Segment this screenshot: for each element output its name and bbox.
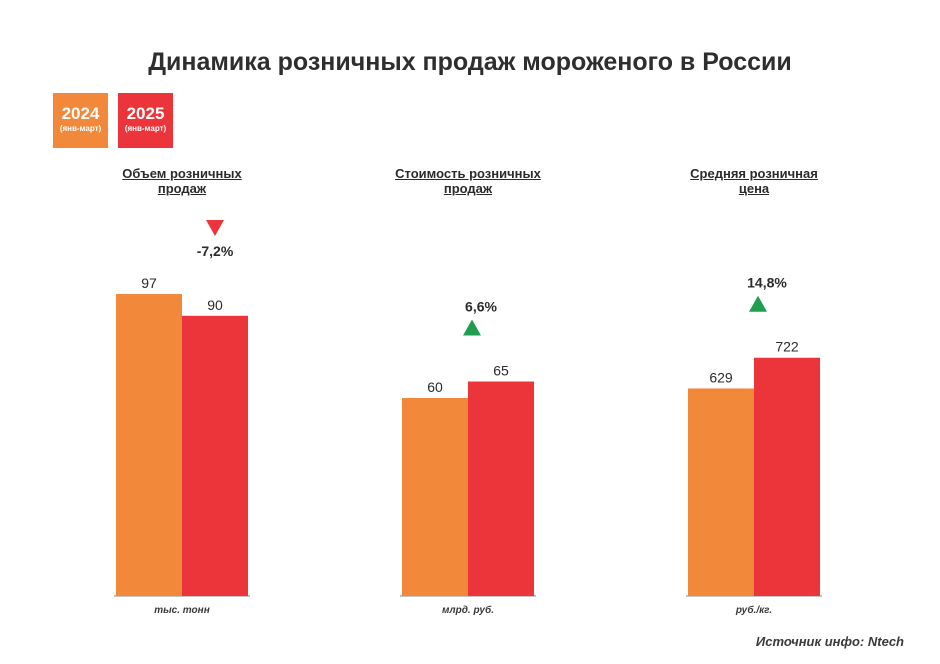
panel-title-value-line1: Стоимость розничных	[395, 166, 541, 181]
bar-label-volume-2025: 90	[207, 297, 223, 313]
bar-label-value-2025: 65	[493, 363, 509, 379]
change-label-price: 14,8%	[747, 275, 787, 291]
change-arrow-value-up-icon	[463, 319, 481, 336]
panel-title-price-line1: Средняя розничная	[690, 166, 818, 181]
panel-title-volume-line1: Объем розничных	[122, 166, 242, 181]
unit-volume: тыс. тонн	[154, 605, 210, 616]
legend-2025: 2025 (янв-март)	[118, 93, 173, 148]
change-label-volume: -7,2%	[197, 243, 234, 259]
legend-2024-year: 2024	[61, 104, 100, 123]
change-label-value: 6,6%	[465, 299, 497, 315]
panel-title-value: Стоимость розничных продаж	[368, 166, 568, 196]
legend-2024: 2024 (янв-март)	[53, 93, 108, 148]
source-note: Источник инфо: Ntech	[755, 634, 904, 649]
panel-title-value-line2: продаж	[443, 181, 493, 196]
bar-volume-2024	[116, 294, 182, 596]
panel-title-price-line2: цена	[738, 181, 770, 196]
chart-title: Динамика розничных продаж мороженого в Р…	[148, 48, 792, 76]
unit-value: млрд. руб.	[442, 605, 494, 616]
bar-price-2025	[754, 357, 820, 596]
change-arrow-volume-down-icon	[206, 220, 224, 236]
change-arrow-price-up-icon	[749, 295, 767, 312]
bar-label-price-2024: 629	[709, 369, 733, 385]
bar-value-2025	[468, 381, 534, 596]
bar-price-2024	[688, 388, 754, 596]
legend-2024-period: (янв-март)	[59, 124, 102, 133]
bar-volume-2025	[182, 315, 248, 596]
panel-title-price: Средняя розничная цена	[654, 166, 854, 196]
bar-label-value-2024: 60	[427, 379, 443, 395]
bar-label-volume-2024: 97	[141, 275, 157, 291]
legend-2025-year: 2025	[126, 104, 165, 123]
legend-2025-period: (янв-март)	[124, 124, 167, 133]
unit-price: руб./кг.	[735, 605, 773, 616]
panel-title-volume-line2: продаж	[157, 181, 207, 196]
bar-value-2024	[402, 398, 468, 596]
panel-title-volume: Объем розничных продаж	[82, 166, 282, 196]
bar-label-price-2025: 722	[775, 339, 799, 355]
